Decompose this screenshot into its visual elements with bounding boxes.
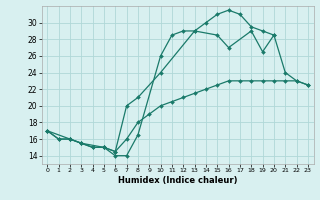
X-axis label: Humidex (Indice chaleur): Humidex (Indice chaleur) (118, 176, 237, 185)
